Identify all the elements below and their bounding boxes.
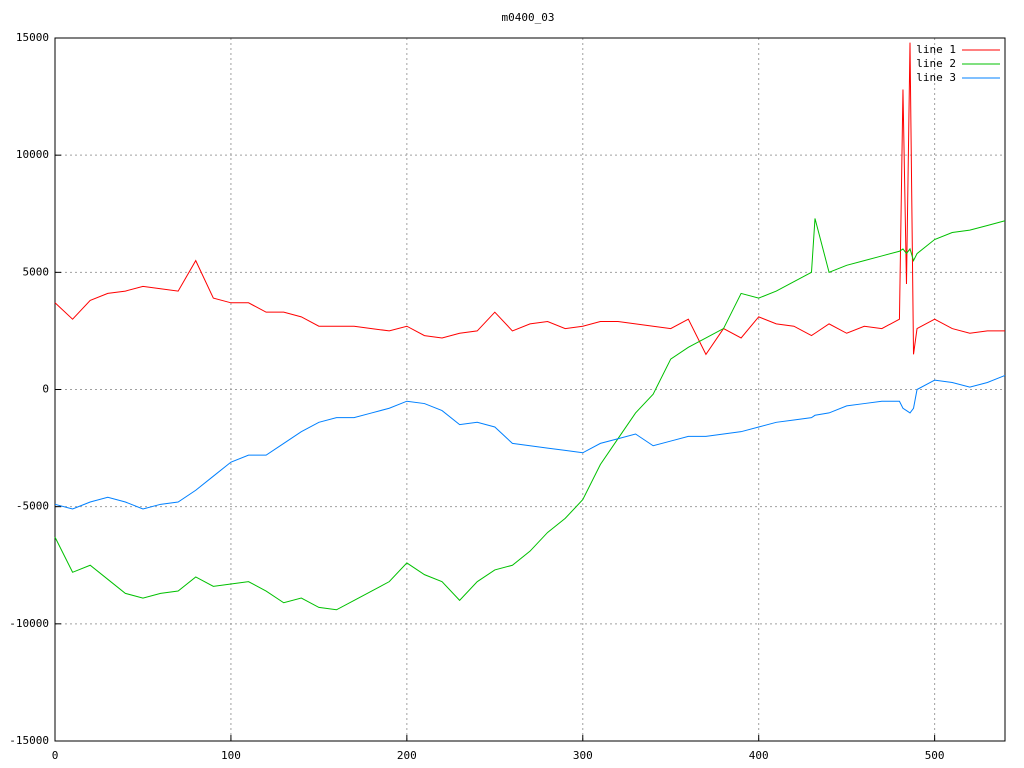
x-tick-label: 100	[221, 749, 241, 762]
legend-label: line 1	[916, 43, 956, 56]
y-tick-label: 0	[42, 383, 49, 396]
x-tick-label: 400	[749, 749, 769, 762]
y-tick-label: -10000	[9, 617, 49, 630]
x-tick-label: 200	[397, 749, 417, 762]
legend-label: line 3	[916, 71, 956, 84]
x-tick-label: 300	[573, 749, 593, 762]
data-line	[54, 218, 1006, 611]
plot-frame	[54, 37, 1006, 742]
chart-title: m0400_03	[502, 11, 555, 24]
y-tick-label: -15000	[9, 734, 49, 747]
x-tick-label: 0	[52, 749, 59, 762]
y-tick-label: 15000	[16, 31, 49, 44]
data-line	[54, 42, 1005, 356]
data-line	[54, 374, 1006, 510]
y-tick-label: 5000	[23, 265, 50, 278]
legend-label: line 2	[916, 57, 956, 70]
y-tick-label: 10000	[16, 148, 49, 161]
x-tick-label: 500	[925, 749, 945, 762]
y-tick-label: -5000	[16, 500, 49, 513]
